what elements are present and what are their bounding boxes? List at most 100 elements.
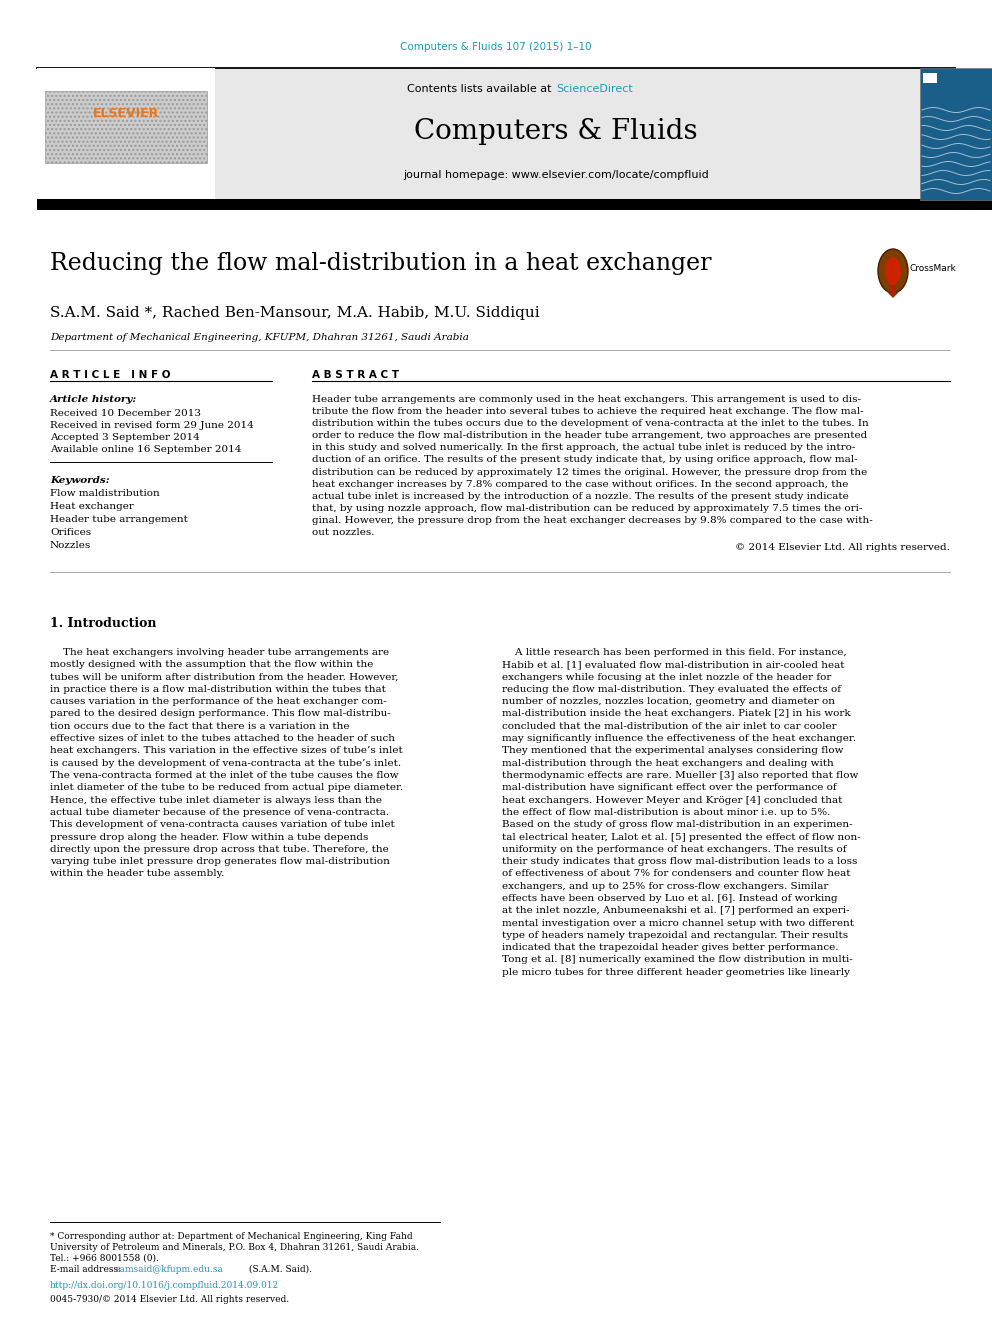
Text: S.A.M. Said *, Rached Ben-Mansour, M.A. Habib, M.U. Siddiqui: S.A.M. Said *, Rached Ben-Mansour, M.A. … bbox=[50, 306, 540, 320]
Ellipse shape bbox=[885, 257, 901, 284]
Text: mostly designed with the assumption that the flow within the: mostly designed with the assumption that… bbox=[50, 660, 373, 669]
Text: within the header tube assembly.: within the header tube assembly. bbox=[50, 869, 224, 878]
Text: the effect of flow mal-distribution is about minor i.e. up to 5%.: the effect of flow mal-distribution is a… bbox=[502, 808, 830, 816]
Text: Heat exchanger: Heat exchanger bbox=[50, 501, 134, 511]
Text: This development of vena-contracta causes variation of tube inlet: This development of vena-contracta cause… bbox=[50, 820, 395, 830]
Text: (S.A.M. Said).: (S.A.M. Said). bbox=[246, 1265, 312, 1274]
Text: mal-distribution through the heat exchangers and dealing with: mal-distribution through the heat exchan… bbox=[502, 758, 833, 767]
Text: Nozzles: Nozzles bbox=[50, 541, 91, 550]
Text: that, by using nozzle approach, flow mal-distribution can be reduced by approxim: that, by using nozzle approach, flow mal… bbox=[312, 504, 862, 513]
Text: Department of Mechanical Engineering, KFUPM, Dhahran 31261, Saudi Arabia: Department of Mechanical Engineering, KF… bbox=[50, 333, 469, 343]
Text: A little research has been performed in this field. For instance,: A little research has been performed in … bbox=[502, 648, 846, 658]
Text: * Corresponding author at: Department of Mechanical Engineering, King Fahd: * Corresponding author at: Department of… bbox=[50, 1232, 413, 1241]
Text: Habib et al. [1] evaluated flow mal-distribution in air-cooled heat: Habib et al. [1] evaluated flow mal-dist… bbox=[502, 660, 844, 669]
Text: Reducing the flow mal-distribution in a heat exchanger: Reducing the flow mal-distribution in a … bbox=[50, 251, 711, 275]
Text: ELSEVIER: ELSEVIER bbox=[93, 107, 159, 120]
Text: pared to the desired design performance. This flow mal-distribu-: pared to the desired design performance.… bbox=[50, 709, 391, 718]
Text: reducing the flow mal-distribution. They evaluated the effects of: reducing the flow mal-distribution. They… bbox=[502, 685, 841, 693]
Text: at the inlet nozzle, Anbumeenakshi et al. [7] performed an experi-: at the inlet nozzle, Anbumeenakshi et al… bbox=[502, 906, 849, 916]
Text: mal-distribution have significant effect over the performance of: mal-distribution have significant effect… bbox=[502, 783, 836, 792]
Text: 0045-7930/© 2014 Elsevier Ltd. All rights reserved.: 0045-7930/© 2014 Elsevier Ltd. All right… bbox=[50, 1295, 289, 1304]
Text: distribution within the tubes occurs due to the development of vena-contracta at: distribution within the tubes occurs due… bbox=[312, 419, 869, 429]
Text: tion occurs due to the fact that there is a variation in the: tion occurs due to the fact that there i… bbox=[50, 722, 349, 730]
Text: duction of an orifice. The results of the present study indicate that, by using : duction of an orifice. The results of th… bbox=[312, 455, 858, 464]
Text: type of headers namely trapezoidal and rectangular. Their results: type of headers namely trapezoidal and r… bbox=[502, 931, 848, 939]
Text: ScienceDirect: ScienceDirect bbox=[556, 83, 633, 94]
Text: varying tube inlet pressure drop generates flow mal-distribution: varying tube inlet pressure drop generat… bbox=[50, 857, 390, 867]
Text: concluded that the mal-distribution of the air inlet to car cooler: concluded that the mal-distribution of t… bbox=[502, 722, 836, 730]
Text: effective sizes of inlet to the tubes attached to the header of such: effective sizes of inlet to the tubes at… bbox=[50, 734, 395, 744]
Text: number of nozzles, nozzles location, geometry and diameter on: number of nozzles, nozzles location, geo… bbox=[502, 697, 835, 706]
Text: heat exchangers. This variation in the effective sizes of tube’s inlet: heat exchangers. This variation in the e… bbox=[50, 746, 403, 755]
Text: Keywords:: Keywords: bbox=[50, 476, 110, 486]
FancyBboxPatch shape bbox=[37, 67, 955, 200]
Text: uniformity on the performance of heat exchangers. The results of: uniformity on the performance of heat ex… bbox=[502, 845, 846, 853]
Text: Available online 16 September 2014: Available online 16 September 2014 bbox=[50, 445, 241, 454]
FancyArrow shape bbox=[888, 284, 898, 298]
Text: A R T I C L E   I N F O: A R T I C L E I N F O bbox=[50, 370, 171, 380]
Text: Header tube arrangements are commonly used in the heat exchangers. This arrangem: Header tube arrangements are commonly us… bbox=[312, 396, 861, 404]
Text: heat exchanger increases by 7.8% compared to the case without orifices. In the s: heat exchanger increases by 7.8% compare… bbox=[312, 480, 848, 488]
Text: ple micro tubes for three different header geometries like linearly: ple micro tubes for three different head… bbox=[502, 968, 850, 976]
Text: thermodynamic effects are rare. Mueller [3] also reported that flow: thermodynamic effects are rare. Mueller … bbox=[502, 771, 858, 781]
Text: actual tube diameter because of the presence of vena-contracta.: actual tube diameter because of the pres… bbox=[50, 808, 389, 816]
Text: order to reduce the flow mal-distribution in the header tube arrangement, two ap: order to reduce the flow mal-distributio… bbox=[312, 431, 867, 441]
Text: tribute the flow from the header into several tubes to achieve the required heat: tribute the flow from the header into se… bbox=[312, 407, 864, 417]
Text: Hence, the effective tube inlet diameter is always less than the: Hence, the effective tube inlet diameter… bbox=[50, 795, 382, 804]
Text: actual tube inlet is increased by the introduction of a nozzle. The results of t: actual tube inlet is increased by the in… bbox=[312, 492, 849, 501]
Text: 1. Introduction: 1. Introduction bbox=[50, 617, 157, 630]
Text: mental investigation over a micro channel setup with two different: mental investigation over a micro channe… bbox=[502, 918, 854, 927]
Text: Computers & Fluids 107 (2015) 1–10: Computers & Fluids 107 (2015) 1–10 bbox=[400, 42, 592, 52]
Text: University of Petroleum and Minerals, P.O. Box 4, Dhahran 31261, Saudi Arabia.: University of Petroleum and Minerals, P.… bbox=[50, 1244, 419, 1252]
Text: indicated that the trapezoidal header gives better performance.: indicated that the trapezoidal header gi… bbox=[502, 943, 838, 953]
FancyBboxPatch shape bbox=[923, 73, 937, 83]
Text: Header tube arrangement: Header tube arrangement bbox=[50, 515, 187, 524]
Text: Tel.: +966 8001558 (0).: Tel.: +966 8001558 (0). bbox=[50, 1254, 159, 1263]
Text: exchangers while focusing at the inlet nozzle of the header for: exchangers while focusing at the inlet n… bbox=[502, 672, 831, 681]
Text: CrossMark: CrossMark bbox=[910, 265, 956, 273]
Text: inlet diameter of the tube to be reduced from actual pipe diameter.: inlet diameter of the tube to be reduced… bbox=[50, 783, 403, 792]
Text: of effectiveness of about 7% for condensers and counter flow heat: of effectiveness of about 7% for condens… bbox=[502, 869, 850, 878]
Text: E: E bbox=[928, 75, 932, 85]
FancyBboxPatch shape bbox=[37, 198, 992, 210]
Text: The vena-contracta formed at the inlet of the tube causes the flow: The vena-contracta formed at the inlet o… bbox=[50, 771, 399, 781]
Text: heat exchangers. However Meyer and Kröger [4] concluded that: heat exchangers. However Meyer and Kröge… bbox=[502, 795, 842, 804]
Text: distribution can be reduced by approximately 12 times the original. However, the: distribution can be reduced by approxima… bbox=[312, 467, 867, 476]
Text: Accepted 3 September 2014: Accepted 3 September 2014 bbox=[50, 433, 199, 442]
FancyBboxPatch shape bbox=[920, 67, 992, 200]
Text: http://dx.doi.org/10.1016/j.compfluid.2014.09.012: http://dx.doi.org/10.1016/j.compfluid.20… bbox=[50, 1281, 279, 1290]
Text: Contents lists available at: Contents lists available at bbox=[407, 83, 555, 94]
Text: E-mail address:: E-mail address: bbox=[50, 1265, 124, 1274]
Text: in practice there is a flow mal-distribution within the tubes that: in practice there is a flow mal-distribu… bbox=[50, 685, 386, 693]
Text: Orifices: Orifices bbox=[50, 528, 91, 537]
FancyBboxPatch shape bbox=[37, 67, 215, 200]
Text: ginal. However, the pressure drop from the heat exchanger decreases by 9.8% comp: ginal. However, the pressure drop from t… bbox=[312, 516, 873, 525]
Ellipse shape bbox=[878, 249, 908, 292]
Text: out nozzles.: out nozzles. bbox=[312, 528, 375, 537]
Text: © 2014 Elsevier Ltd. All rights reserved.: © 2014 Elsevier Ltd. All rights reserved… bbox=[735, 542, 950, 552]
Text: Tong et al. [8] numerically examined the flow distribution in multi-: Tong et al. [8] numerically examined the… bbox=[502, 955, 853, 964]
Text: Based on the study of gross flow mal-distribution in an experimen-: Based on the study of gross flow mal-dis… bbox=[502, 820, 853, 830]
Text: in this study and solved numerically. In the first approach, the actual tube inl: in this study and solved numerically. In… bbox=[312, 443, 855, 452]
Text: tal electrical heater, Lalot et al. [5] presented the effect of flow non-: tal electrical heater, Lalot et al. [5] … bbox=[502, 832, 861, 841]
Text: Flow maldistribution: Flow maldistribution bbox=[50, 490, 160, 497]
Text: effects have been observed by Luo et al. [6]. Instead of working: effects have been observed by Luo et al.… bbox=[502, 894, 837, 904]
Text: causes variation in the performance of the heat exchanger com-: causes variation in the performance of t… bbox=[50, 697, 387, 706]
Text: tubes will be uniform after distribution from the header. However,: tubes will be uniform after distribution… bbox=[50, 672, 399, 681]
Text: Received in revised form 29 June 2014: Received in revised form 29 June 2014 bbox=[50, 421, 254, 430]
Text: Computers & Fluids: Computers & Fluids bbox=[415, 118, 697, 146]
Text: The heat exchangers involving header tube arrangements are: The heat exchangers involving header tub… bbox=[50, 648, 389, 658]
Text: samsaid@kfupm.edu.sa: samsaid@kfupm.edu.sa bbox=[116, 1265, 224, 1274]
Text: exchangers, and up to 25% for cross-flow exchangers. Similar: exchangers, and up to 25% for cross-flow… bbox=[502, 881, 828, 890]
Text: their study indicates that gross flow mal-distribution leads to a loss: their study indicates that gross flow ma… bbox=[502, 857, 857, 867]
Text: pressure drop along the header. Flow within a tube depends: pressure drop along the header. Flow wit… bbox=[50, 832, 368, 841]
Text: Article history:: Article history: bbox=[50, 396, 137, 404]
Text: directly upon the pressure drop across that tube. Therefore, the: directly upon the pressure drop across t… bbox=[50, 845, 389, 853]
Text: Received 10 December 2013: Received 10 December 2013 bbox=[50, 409, 201, 418]
FancyBboxPatch shape bbox=[45, 91, 207, 163]
Text: A B S T R A C T: A B S T R A C T bbox=[312, 370, 399, 380]
Text: may significantly influence the effectiveness of the heat exchanger.: may significantly influence the effectiv… bbox=[502, 734, 856, 744]
Text: journal homepage: www.elsevier.com/locate/compfluid: journal homepage: www.elsevier.com/locat… bbox=[403, 169, 709, 180]
Text: is caused by the development of vena-contracta at the tube’s inlet.: is caused by the development of vena-con… bbox=[50, 758, 401, 767]
Text: They mentioned that the experimental analyses considering flow: They mentioned that the experimental ana… bbox=[502, 746, 843, 755]
